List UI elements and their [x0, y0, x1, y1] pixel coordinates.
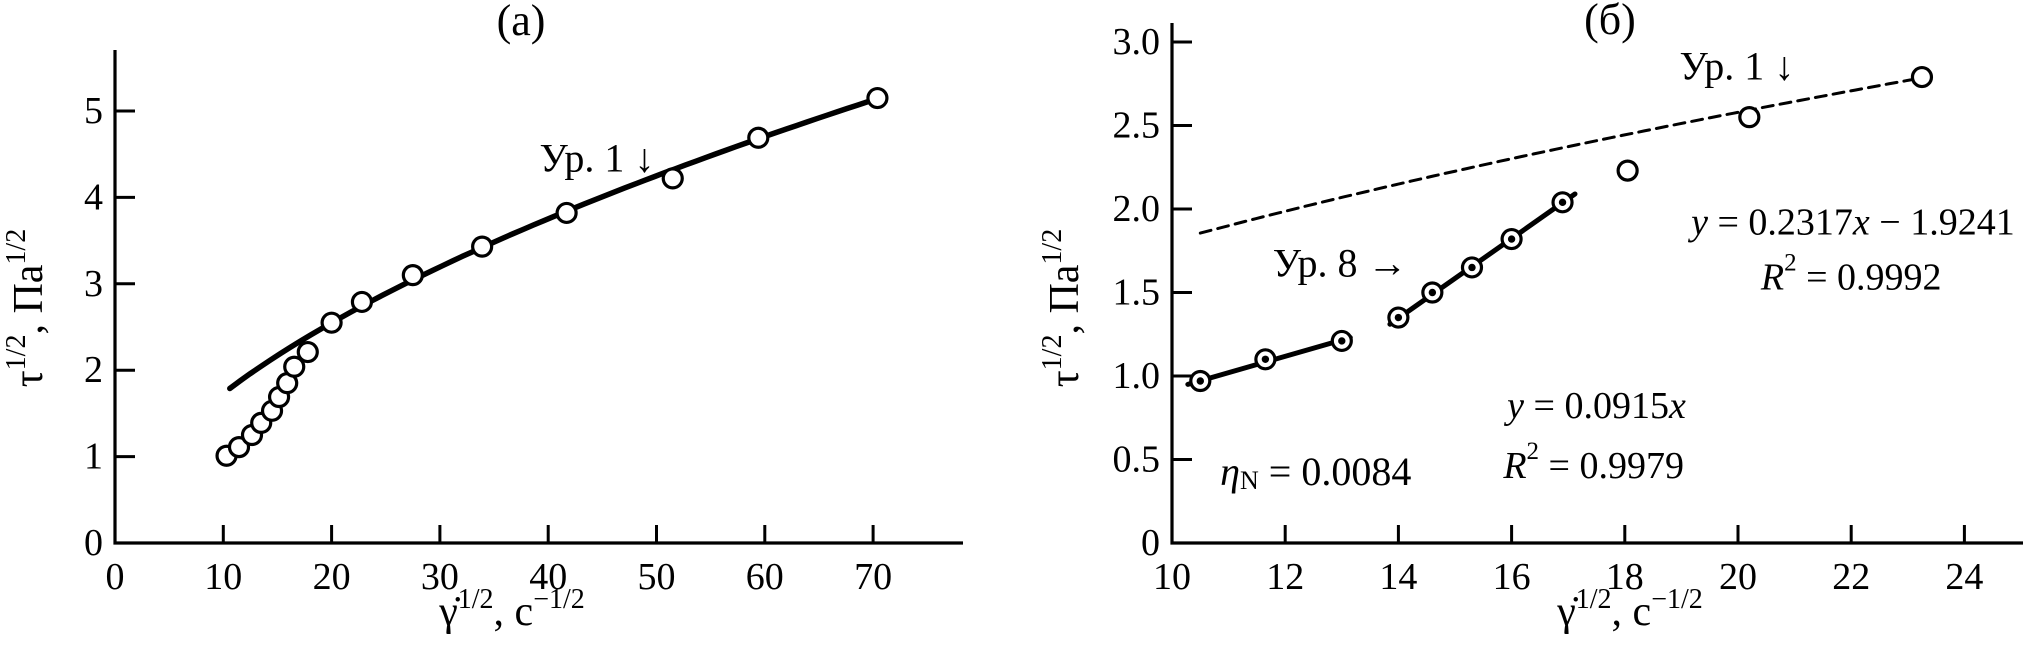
y-tick-label: 1.0 [1113, 355, 1161, 397]
y-tick-label: 1.5 [1113, 272, 1161, 314]
x-tick-label: 60 [746, 556, 784, 598]
annotation-eta-value: ηN = 0.0084 [1220, 449, 1411, 495]
x-tick-label: 18 [1606, 556, 1644, 598]
y-tick-label: 0.5 [1113, 439, 1161, 481]
data-point-marker [747, 126, 770, 149]
annotation-eq8-equation: y = 0.0915x [1503, 385, 1686, 427]
axes [113, 50, 963, 545]
data-point-marker [296, 340, 319, 364]
annotation-eq8-pointer: Ур. 8 → [1273, 240, 1408, 285]
y-tick-label: 3.0 [1113, 21, 1161, 63]
series-experimental-points [215, 86, 889, 467]
data-point-marker [661, 167, 684, 190]
data-point-center-dot [1468, 263, 1476, 272]
x-tick-label: 0 [106, 556, 125, 598]
x-tick-label: 16 [1493, 556, 1531, 598]
x-tick-label: 70 [854, 556, 892, 598]
x-tick-label: 24 [1945, 556, 1983, 598]
x-axis-label: γ̇1/2, с−1/2 [1556, 584, 1703, 635]
data-point-marker [866, 86, 889, 110]
data-point-marker [401, 264, 424, 287]
y-tick-label: 1 [84, 436, 103, 478]
y-tick-label: 2.0 [1113, 188, 1161, 230]
data-point-marker [471, 235, 494, 258]
data-point-center-dot [1338, 337, 1346, 345]
annotation-eq1-pointer: Ур. 1 ↓ [540, 135, 655, 180]
y-tick-label: 5 [84, 90, 103, 132]
x-tick-label: 22 [1832, 556, 1870, 598]
panel-b-title: (б) [1584, 0, 1636, 44]
y-axis-label: τ1/2, Па1/2 [1, 229, 52, 387]
data-point-center-dot [1558, 198, 1567, 207]
y-tick-label: 0 [1141, 522, 1160, 564]
annotation-eq1-r-squared: R2 = 0.9992 [1760, 249, 1942, 299]
data-point-center-dot [1196, 377, 1205, 385]
panel-a-title: (a) [497, 0, 546, 45]
annotation-eq1-equation: y = 0.2317x − 1.9241 [1687, 201, 2015, 243]
annotation-eq8-r-squared: R2 = 0.9979 [1502, 437, 1684, 487]
panel-a: 0 10 20 30 40 50 60 70 0 1 2 3 4 5 γ̇1/2, с−1/2 τ1/2, П… [1, 50, 963, 635]
panel-b: 10 12 14 16 18 20 22 24 0 0.5 1.0 1.5 2.0 2.5 3.0 γ̇1/2… [1037, 21, 2023, 635]
data-point-marker [350, 290, 374, 314]
eq8-line-upper [1387, 191, 1578, 327]
eq1-curve [1198, 78, 1913, 235]
y-tick-label: 2 [84, 349, 103, 391]
x-tick-label: 20 [1719, 556, 1757, 598]
x-tick-label: 20 [313, 556, 351, 598]
series-eq8-points [1189, 191, 1574, 393]
x-tick-label: 14 [1379, 556, 1417, 598]
data-point-marker [1616, 159, 1639, 182]
data-point-marker [1910, 65, 1934, 89]
x-tick-label: 10 [204, 556, 242, 598]
annotation-eq1-pointer: Ур. 1 ↓ [1679, 43, 1794, 88]
data-point-center-dot [1428, 288, 1437, 297]
data-point-center-dot [1394, 313, 1403, 322]
y-tick-label: 4 [84, 176, 103, 218]
data-point-marker [283, 355, 306, 378]
y-axis-label: τ1/2, Па1/2 [1037, 229, 1088, 387]
y-tick-label: 0 [84, 522, 103, 564]
x-tick-label: 30 [421, 556, 459, 598]
x-axis-label: γ̇1/2, с−1/2 [438, 584, 585, 635]
data-point-center-dot [1507, 235, 1516, 243]
data-point-marker [1738, 106, 1761, 129]
x-tick-label: 50 [638, 556, 676, 598]
data-point-marker [320, 311, 343, 334]
x-tick-label: 10 [1153, 556, 1191, 598]
series-transition-points [1616, 65, 1934, 182]
x-tick-label: 40 [529, 556, 567, 598]
y-tick-label: 2.5 [1113, 105, 1161, 147]
data-point-marker [555, 201, 578, 225]
y-tick-label: 3 [84, 263, 103, 305]
data-point-center-dot [1261, 355, 1270, 363]
x-tick-label: 12 [1266, 556, 1304, 598]
